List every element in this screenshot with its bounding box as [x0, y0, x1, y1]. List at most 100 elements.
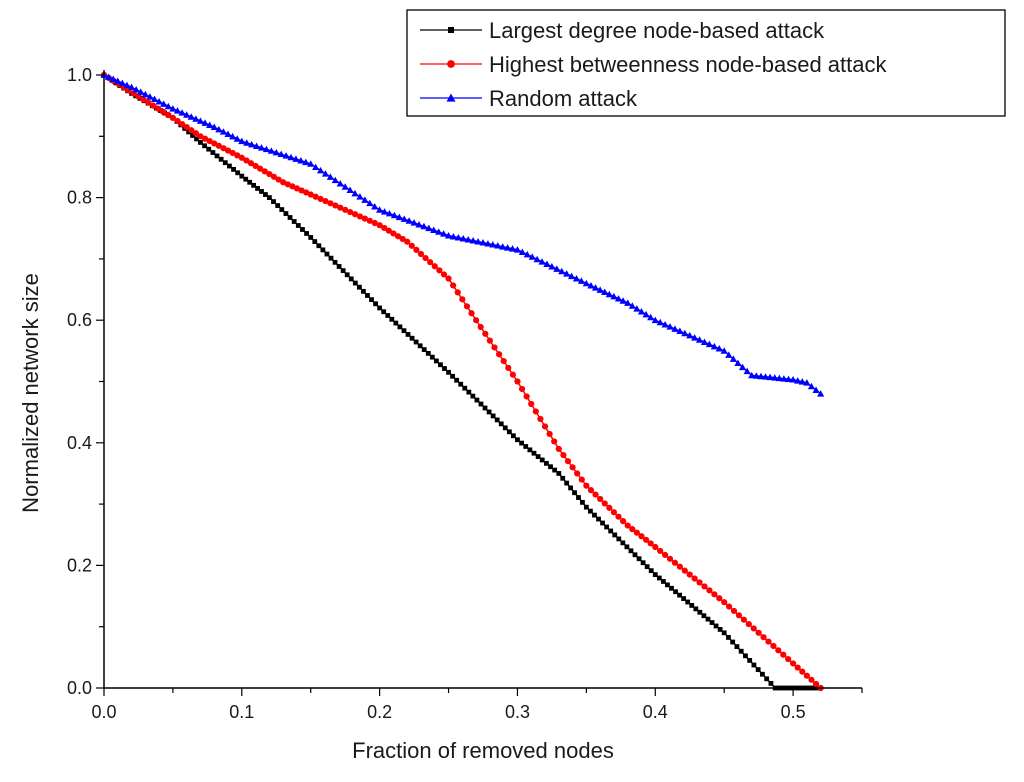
data-point [700, 338, 709, 345]
data-point [671, 559, 679, 566]
data-point [277, 150, 285, 158]
data-point [109, 75, 117, 82]
data-point [665, 582, 670, 588]
data-point [224, 147, 232, 154]
data-point [361, 196, 369, 203]
data-point [459, 296, 466, 303]
data-point [445, 275, 452, 282]
data-point [726, 603, 733, 610]
data-point [673, 589, 678, 595]
data-point [159, 108, 167, 115]
data-point [454, 289, 461, 296]
data-point [537, 415, 544, 423]
data-point [422, 254, 429, 262]
data-point [785, 656, 792, 663]
data-point [155, 97, 163, 105]
data-point [582, 279, 590, 287]
data-point [192, 130, 199, 137]
data-point [789, 376, 797, 383]
data-point [275, 203, 281, 208]
data-point [482, 330, 489, 337]
data-point [642, 310, 650, 318]
data-point [405, 217, 413, 224]
data-point [356, 284, 362, 290]
data-point [429, 354, 435, 360]
data-point [486, 337, 493, 344]
data-point [252, 142, 261, 149]
data-point [546, 430, 553, 438]
data-point [449, 233, 458, 240]
data-point [331, 176, 339, 184]
data-point [612, 532, 618, 538]
legend-swatch-marker [447, 60, 455, 68]
data-point [231, 167, 236, 172]
legend-swatch-marker [446, 93, 456, 102]
data-point [711, 591, 718, 598]
data-point [608, 528, 614, 534]
data-point [523, 250, 531, 258]
data-point [190, 133, 195, 138]
data-point [206, 146, 212, 152]
data-point [257, 165, 264, 172]
data-point [114, 77, 122, 85]
data-point [346, 186, 354, 194]
data-point [642, 536, 650, 543]
data-point [463, 303, 471, 310]
data-point [564, 458, 572, 465]
data-point [380, 208, 389, 215]
data-point [541, 423, 549, 430]
data-point [473, 317, 480, 324]
data-point [371, 219, 378, 227]
data-point [620, 540, 626, 546]
data-point [628, 302, 636, 309]
data-point [229, 132, 237, 140]
data-point [337, 204, 344, 211]
data-point [401, 328, 407, 334]
data-point [799, 668, 806, 675]
data-point [210, 123, 218, 130]
data-point [417, 343, 423, 349]
data-point [784, 375, 793, 383]
data-point [752, 372, 760, 379]
data-point [247, 179, 253, 185]
data-point [552, 467, 558, 473]
data-point [295, 223, 301, 228]
data-point [662, 551, 669, 558]
data-point [436, 267, 443, 274]
data-point [587, 487, 595, 494]
data-point [803, 379, 811, 386]
plot-area [100, 71, 825, 692]
data-point [647, 313, 655, 321]
y-tick-label: 0.0 [67, 678, 92, 698]
data-point [771, 374, 779, 381]
data-point [146, 93, 154, 100]
data-point [605, 290, 613, 298]
data-point [504, 244, 512, 251]
data-point [365, 293, 370, 298]
data-point [637, 308, 646, 315]
data-point [706, 587, 713, 594]
data-point [620, 518, 627, 525]
data-point [681, 329, 689, 337]
data-point [648, 568, 654, 574]
data-point [385, 209, 394, 217]
data-point [377, 305, 383, 311]
legend-box [406, 9, 1006, 117]
data-point [505, 364, 512, 371]
data-point [574, 470, 581, 477]
data-point [389, 316, 395, 322]
data-point [390, 230, 397, 237]
data-point [376, 206, 384, 213]
data-point [413, 339, 419, 345]
data-point [320, 247, 326, 253]
data-point [390, 211, 399, 219]
data-point [764, 676, 770, 682]
data-point [629, 526, 636, 533]
data-point [558, 267, 566, 275]
legend-label: Largest degree node-based attack [489, 18, 825, 43]
data-point [696, 579, 703, 586]
data-point [506, 429, 512, 435]
data-point [572, 490, 577, 496]
data-point [227, 163, 232, 169]
data-point [738, 648, 744, 654]
